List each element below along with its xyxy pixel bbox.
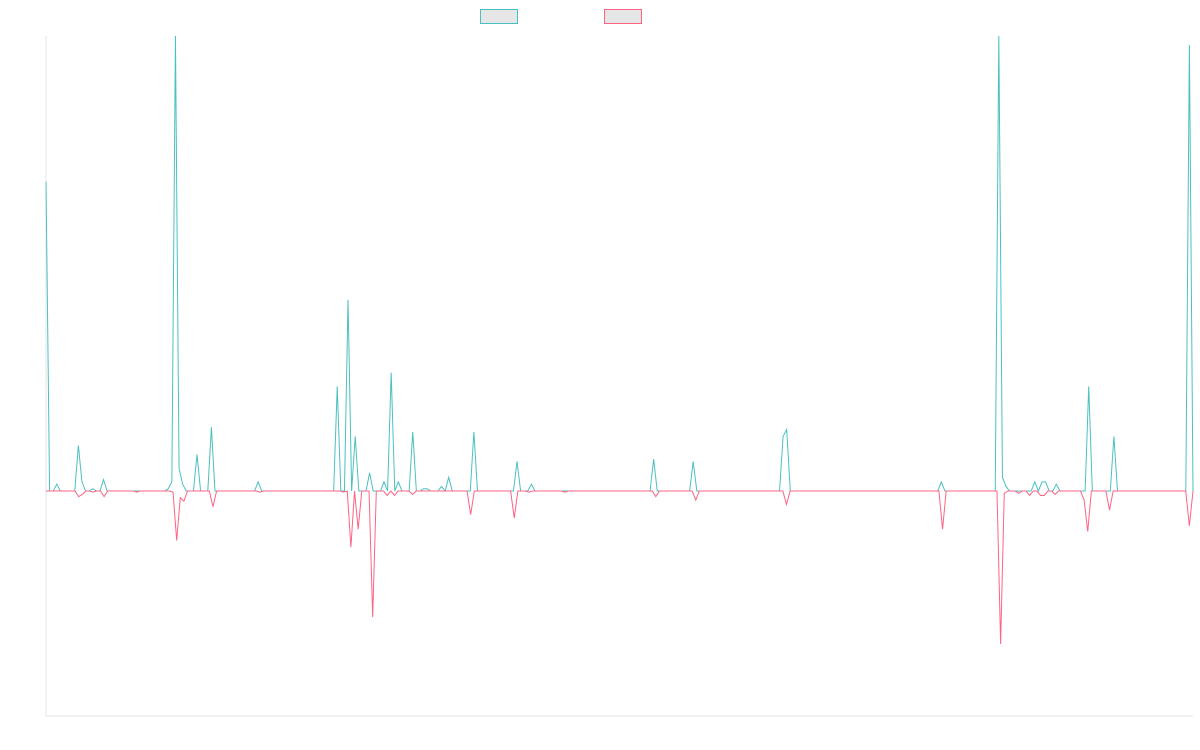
legend-item-series-2[interactable] [604,9,648,24]
series-line-1 [45,35,1194,493]
legend-swatch-series-1 [480,9,518,24]
series-line-2 [46,490,1194,645]
series-layer [45,35,1194,645]
legend-swatch-series-2 [604,9,642,24]
legend [0,9,1200,27]
legend-item-series-1[interactable] [480,9,524,24]
